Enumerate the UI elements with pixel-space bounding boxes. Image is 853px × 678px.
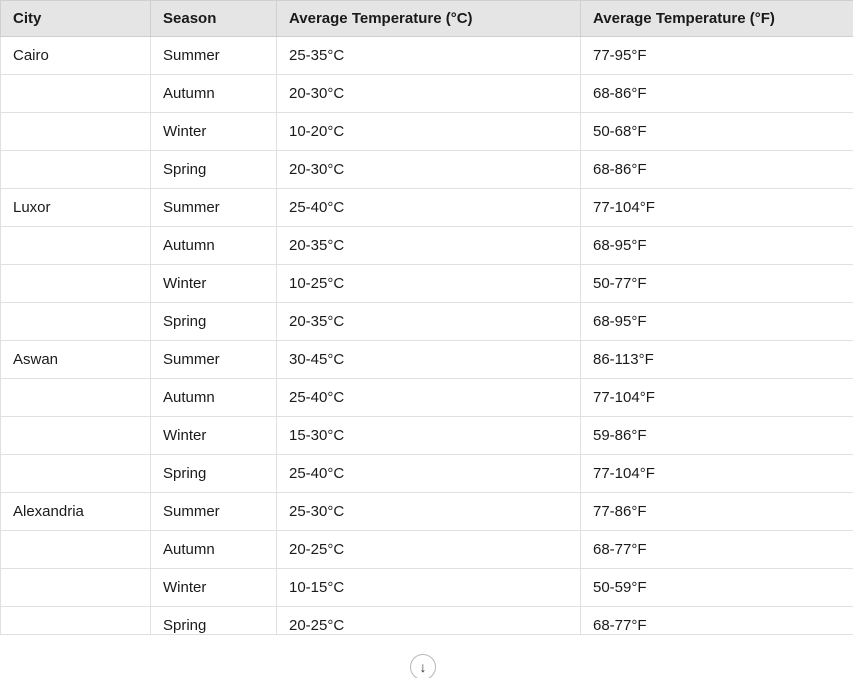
table-row: AlexandriaSummer25-30°C77-86°F <box>1 493 853 531</box>
cell-season: Summer <box>151 341 277 379</box>
table-row: Spring20-35°C68-95°F <box>1 303 853 341</box>
cell-temp-c: 10-20°C <box>277 113 581 151</box>
cell-season: Winter <box>151 417 277 455</box>
cell-temp-f: 68-77°F <box>581 531 853 569</box>
cell-temp-c: 20-35°C <box>277 303 581 341</box>
cell-city <box>1 113 151 151</box>
cell-season: Winter <box>151 265 277 303</box>
table-row: LuxorSummer25-40°C77-104°F <box>1 189 853 227</box>
cell-temp-f: 50-68°F <box>581 113 853 151</box>
cell-temp-f: 68-95°F <box>581 303 853 341</box>
cell-season: Winter <box>151 113 277 151</box>
cell-temp-f: 86-113°F <box>581 341 853 379</box>
col-header-season: Season <box>151 1 277 37</box>
col-header-temp-f: Average Temperature (°F) <box>581 1 853 37</box>
cell-temp-c: 25-40°C <box>277 379 581 417</box>
cell-temp-c: 20-35°C <box>277 227 581 265</box>
table-row: AswanSummer30-45°C86-113°F <box>1 341 853 379</box>
cell-city <box>1 531 151 569</box>
cell-city <box>1 417 151 455</box>
cell-city <box>1 607 151 635</box>
cell-temp-f: 68-77°F <box>581 607 853 635</box>
cell-city <box>1 75 151 113</box>
cell-city <box>1 265 151 303</box>
cell-season: Spring <box>151 303 277 341</box>
cell-season: Summer <box>151 189 277 227</box>
cell-temp-c: 25-40°C <box>277 189 581 227</box>
col-header-temp-c: Average Temperature (°C) <box>277 1 581 37</box>
cell-city <box>1 569 151 607</box>
table-row: Autumn20-30°C68-86°F <box>1 75 853 113</box>
cell-city <box>1 227 151 265</box>
cell-season: Summer <box>151 493 277 531</box>
cell-temp-f: 59-86°F <box>581 417 853 455</box>
table-row: Spring25-40°C77-104°F <box>1 455 853 493</box>
cell-temp-f: 77-95°F <box>581 37 853 75</box>
table-row: Autumn25-40°C77-104°F <box>1 379 853 417</box>
cell-season: Autumn <box>151 75 277 113</box>
cell-season: Spring <box>151 455 277 493</box>
cell-temp-c: 25-40°C <box>277 455 581 493</box>
table-row: Spring20-30°C68-86°F <box>1 151 853 189</box>
cell-season: Spring <box>151 607 277 635</box>
cell-city: Aswan <box>1 341 151 379</box>
table-row: Autumn20-35°C68-95°F <box>1 227 853 265</box>
table-row: Winter10-15°C50-59°F <box>1 569 853 607</box>
cell-city: Alexandria <box>1 493 151 531</box>
cell-temp-c: 25-35°C <box>277 37 581 75</box>
cell-city <box>1 379 151 417</box>
cell-temp-c: 20-25°C <box>277 531 581 569</box>
arrow-down-icon: ↓ <box>420 660 427 674</box>
temperature-table: City Season Average Temperature (°C) Ave… <box>0 0 853 635</box>
cell-temp-f: 77-104°F <box>581 455 853 493</box>
cell-city: Luxor <box>1 189 151 227</box>
cell-season: Winter <box>151 569 277 607</box>
cell-temp-f: 68-95°F <box>581 227 853 265</box>
cell-season: Spring <box>151 151 277 189</box>
cell-temp-c: 15-30°C <box>277 417 581 455</box>
col-header-city: City <box>1 1 151 37</box>
cell-season: Summer <box>151 37 277 75</box>
cell-city <box>1 303 151 341</box>
cell-temp-c: 25-30°C <box>277 493 581 531</box>
cell-temp-f: 50-59°F <box>581 569 853 607</box>
cell-temp-f: 68-86°F <box>581 151 853 189</box>
table-row: Winter10-20°C50-68°F <box>1 113 853 151</box>
table-row: Winter15-30°C59-86°F <box>1 417 853 455</box>
cell-city: Cairo <box>1 37 151 75</box>
table-header-row: City Season Average Temperature (°C) Ave… <box>1 1 853 37</box>
scroll-down-button[interactable]: ↓ <box>410 654 436 678</box>
cell-temp-c: 10-25°C <box>277 265 581 303</box>
cell-temp-f: 50-77°F <box>581 265 853 303</box>
cell-temp-c: 20-30°C <box>277 151 581 189</box>
cell-temp-c: 30-45°C <box>277 341 581 379</box>
cell-temp-c: 20-25°C <box>277 607 581 635</box>
cell-temp-c: 10-15°C <box>277 569 581 607</box>
cell-temp-f: 77-86°F <box>581 493 853 531</box>
cell-season: Autumn <box>151 531 277 569</box>
table-row: CairoSummer25-35°C77-95°F <box>1 37 853 75</box>
cell-season: Autumn <box>151 379 277 417</box>
table-row: Autumn20-25°C68-77°F <box>1 531 853 569</box>
cell-temp-f: 77-104°F <box>581 189 853 227</box>
cell-city <box>1 455 151 493</box>
cell-temp-f: 77-104°F <box>581 379 853 417</box>
table-row: Winter10-25°C50-77°F <box>1 265 853 303</box>
cell-season: Autumn <box>151 227 277 265</box>
cell-city <box>1 151 151 189</box>
cell-temp-c: 20-30°C <box>277 75 581 113</box>
table-row: Spring20-25°C68-77°F <box>1 607 853 635</box>
cell-temp-f: 68-86°F <box>581 75 853 113</box>
